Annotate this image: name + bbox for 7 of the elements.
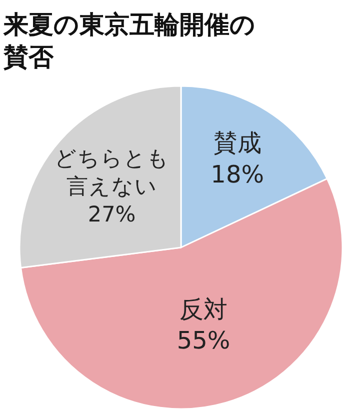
slice-label: 反対 [180, 295, 228, 324]
data-label: 55% [176, 326, 230, 355]
slice-label: どちらとも言えない [54, 146, 170, 200]
data-label: 27% [88, 202, 136, 228]
data-label: 18% [210, 160, 264, 188]
chart-title: 来夏の東京五輪開催の賛否 [2, 10, 256, 72]
slice-label: 賛成 [213, 129, 262, 158]
